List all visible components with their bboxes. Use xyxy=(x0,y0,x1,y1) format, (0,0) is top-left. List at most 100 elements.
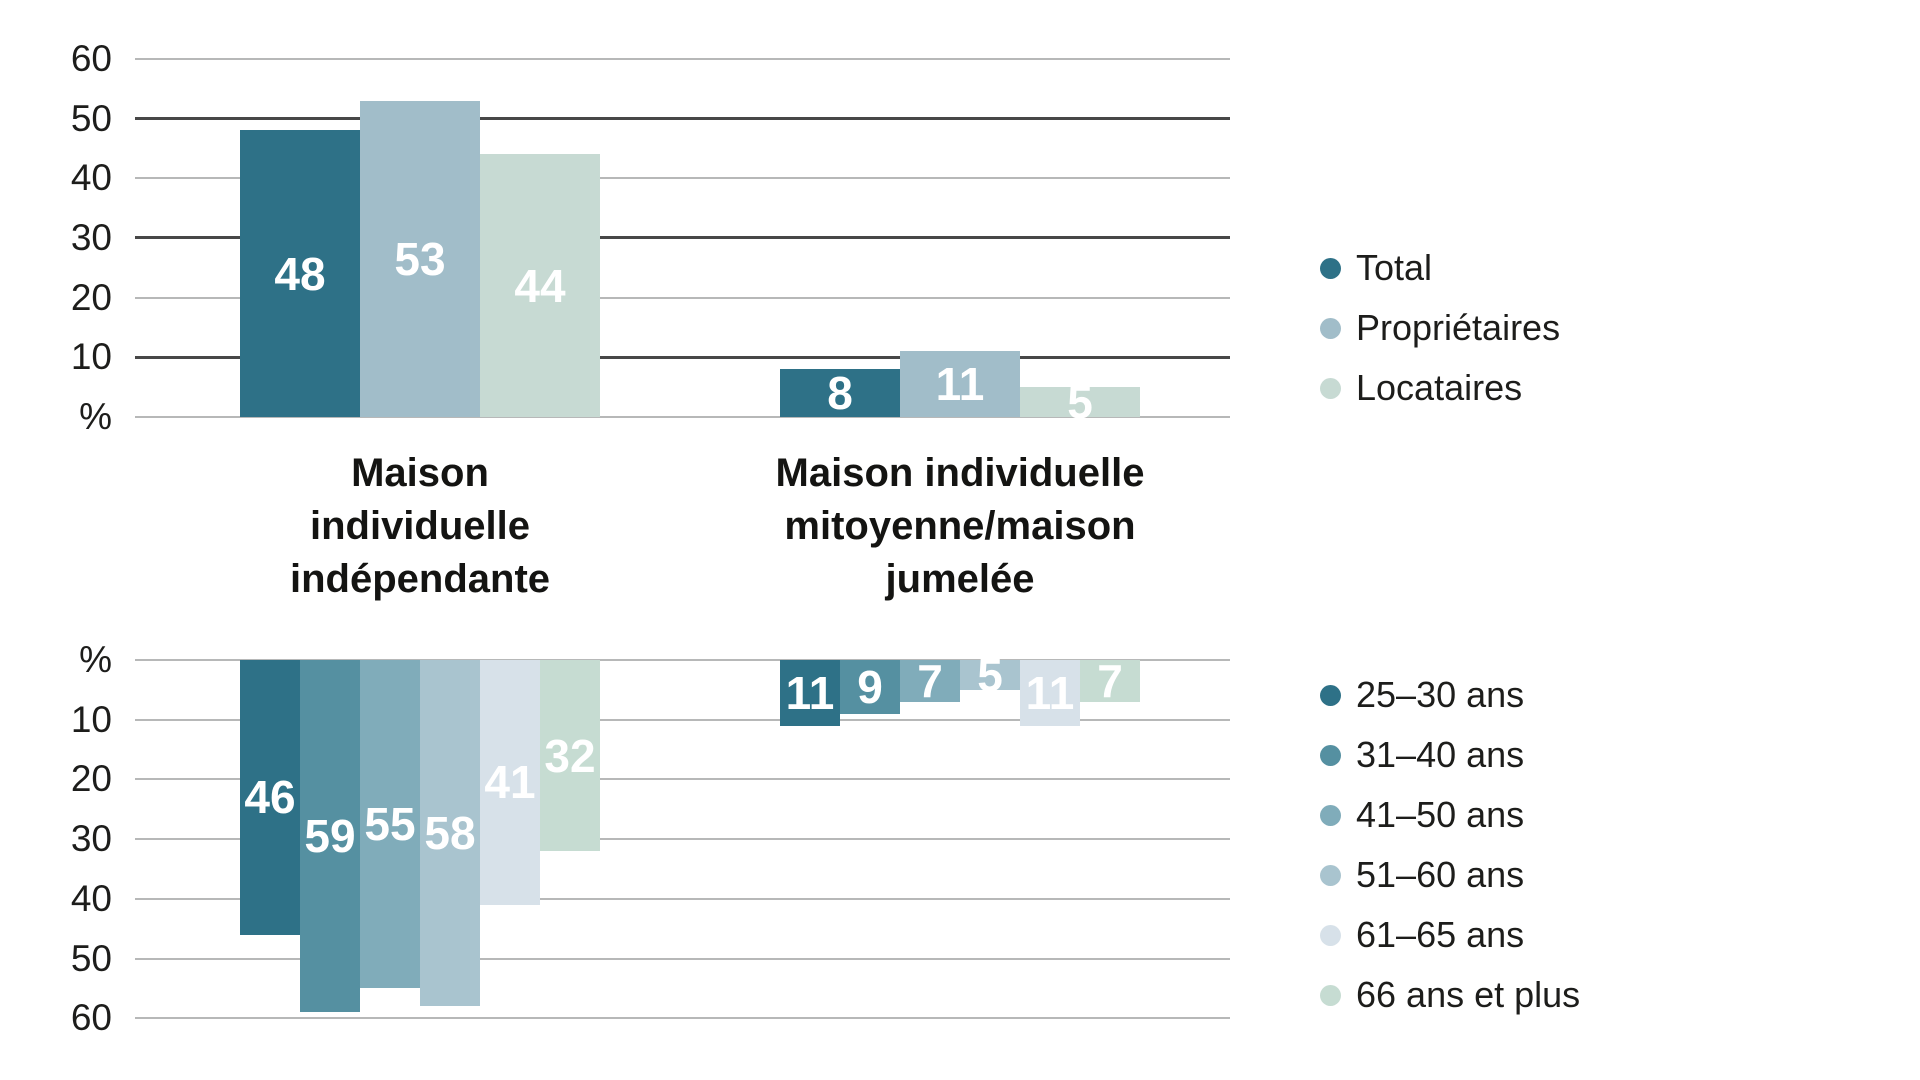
bar-value-label: 5 xyxy=(1067,376,1093,429)
legend-dot xyxy=(1320,864,1341,886)
category-label-line: Maison individuelle xyxy=(775,451,1145,495)
category-label-line: jumelée xyxy=(885,557,1035,601)
legend-dot xyxy=(1320,684,1341,706)
bar-66-ans-et-plus-cat2: 7 xyxy=(1080,654,1140,707)
bar-value-label: 7 xyxy=(1097,654,1123,707)
legend-label: 66 ans et plus xyxy=(1356,974,1581,1015)
gridline-30 xyxy=(135,236,1230,240)
bar-51–60-ans-cat1: 58 xyxy=(420,660,480,1007)
gridline-pct xyxy=(135,659,1230,661)
bar-value-label: 8 xyxy=(827,367,853,420)
legend-dot xyxy=(1320,984,1341,1006)
axis-tick-label: 50 xyxy=(70,97,112,139)
legend-item-61–65-ans: 61–65 ans xyxy=(1320,913,1524,957)
gridline-20 xyxy=(135,296,1230,299)
bar-51–60-ans-cat2: 5 xyxy=(960,652,1020,698)
legend-label: 51–60 ans xyxy=(1356,854,1525,895)
bar-41–50-ans-cat1: 55 xyxy=(360,660,420,989)
gridline-20 xyxy=(135,778,1230,781)
axis-tick-label: 10 xyxy=(70,336,112,378)
category-label-line: individuelle xyxy=(309,504,531,548)
bar-31–40-ans-cat2: 9 xyxy=(840,660,900,714)
bar-31–40-ans-cat1: 59 xyxy=(300,660,360,1013)
legend-dot xyxy=(1320,257,1341,279)
legend-label: 61–65 ans xyxy=(1356,914,1525,955)
category-label-2: Maison individuelle mitoyenne/maison jumel… xyxy=(650,447,1270,606)
bar-value-label: 48 xyxy=(274,247,326,300)
bar-25–30-ans-cat2: 11 xyxy=(780,660,840,726)
gridline-60 xyxy=(135,57,1230,60)
axis-tick-label: 60 xyxy=(70,997,112,1039)
legend-item-locataires: Locataires xyxy=(1320,366,1522,410)
legend-dot xyxy=(1320,804,1341,826)
axis-tick-label: 40 xyxy=(70,157,112,199)
bar-value-label: 9 xyxy=(857,660,883,713)
bar-66-ans-et-plus-cat1: 32 xyxy=(540,660,600,852)
gridline-10 xyxy=(135,355,1230,359)
bar-propriétaires-cat2: 11 xyxy=(900,351,1020,417)
legend-label: 31–40 ans xyxy=(1356,734,1525,775)
gridline-10 xyxy=(135,718,1230,721)
gridline-60 xyxy=(135,1017,1230,1020)
legend-item-31–40-ans: 31–40 ans xyxy=(1320,733,1524,777)
legend-dot xyxy=(1320,924,1341,946)
gridline-pct xyxy=(135,416,1230,418)
category-label-1: Maison individuelle indépendante xyxy=(110,447,730,606)
legend-label: 41–50 ans xyxy=(1356,794,1525,835)
bar-total-cat2: 8 xyxy=(780,369,900,417)
axis-tick-label: 10 xyxy=(70,698,112,740)
bar-total-cat1: 48 xyxy=(240,130,360,417)
legend-item-66-ans-et-plus: 66 ans et plus xyxy=(1320,973,1580,1017)
legend-item-51–60-ans: 51–60 ans xyxy=(1320,853,1524,897)
bar-value-label: 44 xyxy=(514,259,566,312)
legend-item-propriétaires: Propriétaires xyxy=(1320,306,1560,350)
category-label-line: mitoyenne/maison xyxy=(784,504,1136,548)
bar-61–65-ans-cat2: 11 xyxy=(1020,660,1080,726)
legend-item-41–50-ans: 41–50 ans xyxy=(1320,793,1524,837)
bar-value-label: 7 xyxy=(917,654,943,707)
bar-value-label: 59 xyxy=(304,810,356,863)
legend-label: Propriétaires xyxy=(1356,307,1561,348)
bar-propriétaires-cat1: 53 xyxy=(360,100,480,417)
bar-value-label: 5 xyxy=(977,648,1003,701)
bar-61–65-ans-cat1: 41 xyxy=(480,660,540,905)
bar-locataires-cat2: 5 xyxy=(1020,379,1140,425)
bar-value-label: 53 xyxy=(394,232,446,285)
bar-value-label: 46 xyxy=(244,771,296,824)
axis-tick-label: 50 xyxy=(70,937,112,979)
axis-tick-label: 40 xyxy=(70,877,112,919)
legend-dot xyxy=(1320,317,1341,339)
gridline-40 xyxy=(135,897,1230,900)
bar-value-label: 58 xyxy=(424,807,476,860)
legend-item-total: Total xyxy=(1320,246,1432,290)
legend-item-25–30-ans: 25–30 ans xyxy=(1320,673,1524,717)
bar-locataires-cat1: 44 xyxy=(480,154,600,417)
gridline-30 xyxy=(135,838,1230,841)
legend-dot xyxy=(1320,744,1341,766)
gridline-50 xyxy=(135,957,1230,960)
bar-value-label: 55 xyxy=(364,798,416,851)
bar-value-label: 32 xyxy=(544,729,596,782)
category-label-line: indépendante xyxy=(289,557,551,601)
axis-tick-label: % xyxy=(79,639,112,680)
bar-value-label: 11 xyxy=(1025,666,1075,719)
axis-tick-label: 30 xyxy=(70,818,112,860)
axis-tick-label: 60 xyxy=(70,37,112,79)
legend-label: Total xyxy=(1356,247,1433,288)
category-label-line: Maison xyxy=(351,451,489,495)
bar-25–30-ans-cat1: 46 xyxy=(240,660,300,935)
axis-tick-label: 30 xyxy=(70,216,112,258)
legend-dot xyxy=(1320,377,1341,399)
bar-41–50-ans-cat2: 7 xyxy=(900,654,960,707)
gridline-50 xyxy=(135,117,1230,120)
bar-value-label: 41 xyxy=(484,756,536,809)
bar-value-label: 11 xyxy=(935,358,985,411)
legend-label: Locataires xyxy=(1356,367,1523,408)
bar-value-label: 11 xyxy=(785,666,835,719)
axis-tick-label: 20 xyxy=(70,758,112,800)
gridline-40 xyxy=(135,177,1230,180)
legend-label: 25–30 ans xyxy=(1356,674,1525,715)
axis-tick-label: % xyxy=(79,396,112,437)
axis-tick-label: 20 xyxy=(70,276,112,318)
